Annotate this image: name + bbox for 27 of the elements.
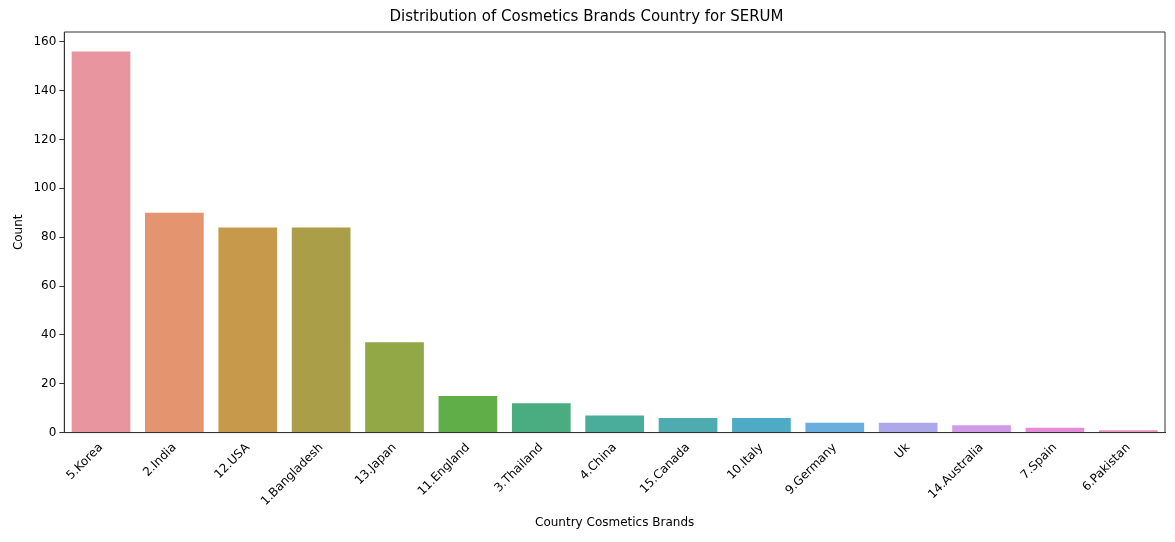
bar <box>658 417 718 433</box>
y-tick-label: 0 <box>48 424 57 439</box>
y-tick-label: 80 <box>41 229 57 244</box>
bar <box>291 227 351 433</box>
bar <box>438 395 498 433</box>
bar <box>145 212 204 433</box>
y-tick-label: 120 <box>33 131 57 146</box>
bar <box>365 342 424 433</box>
y-tick-label: 60 <box>41 278 57 293</box>
y-tick-label: 40 <box>41 327 57 341</box>
y-tick-label: 140 <box>33 82 57 97</box>
bar <box>218 227 278 433</box>
bar <box>71 51 131 433</box>
bar <box>585 415 644 433</box>
bar <box>511 403 571 433</box>
y-tick-label: 20 <box>41 375 57 390</box>
x-tick-label: Uk <box>891 440 913 462</box>
y-axis-title: Count <box>11 214 26 251</box>
bar <box>878 422 938 433</box>
y-tick-label: 100 <box>33 180 57 195</box>
bar <box>805 422 865 433</box>
x-axis-title: Country Cosmetics Brands <box>535 514 695 529</box>
bar <box>732 417 791 433</box>
y-tick-label: 160 <box>33 33 57 48</box>
bar <box>1025 427 1085 433</box>
bar <box>952 425 1011 433</box>
chart-title: Distribution of Cosmetics Brands Country for SERUM <box>389 6 784 25</box>
